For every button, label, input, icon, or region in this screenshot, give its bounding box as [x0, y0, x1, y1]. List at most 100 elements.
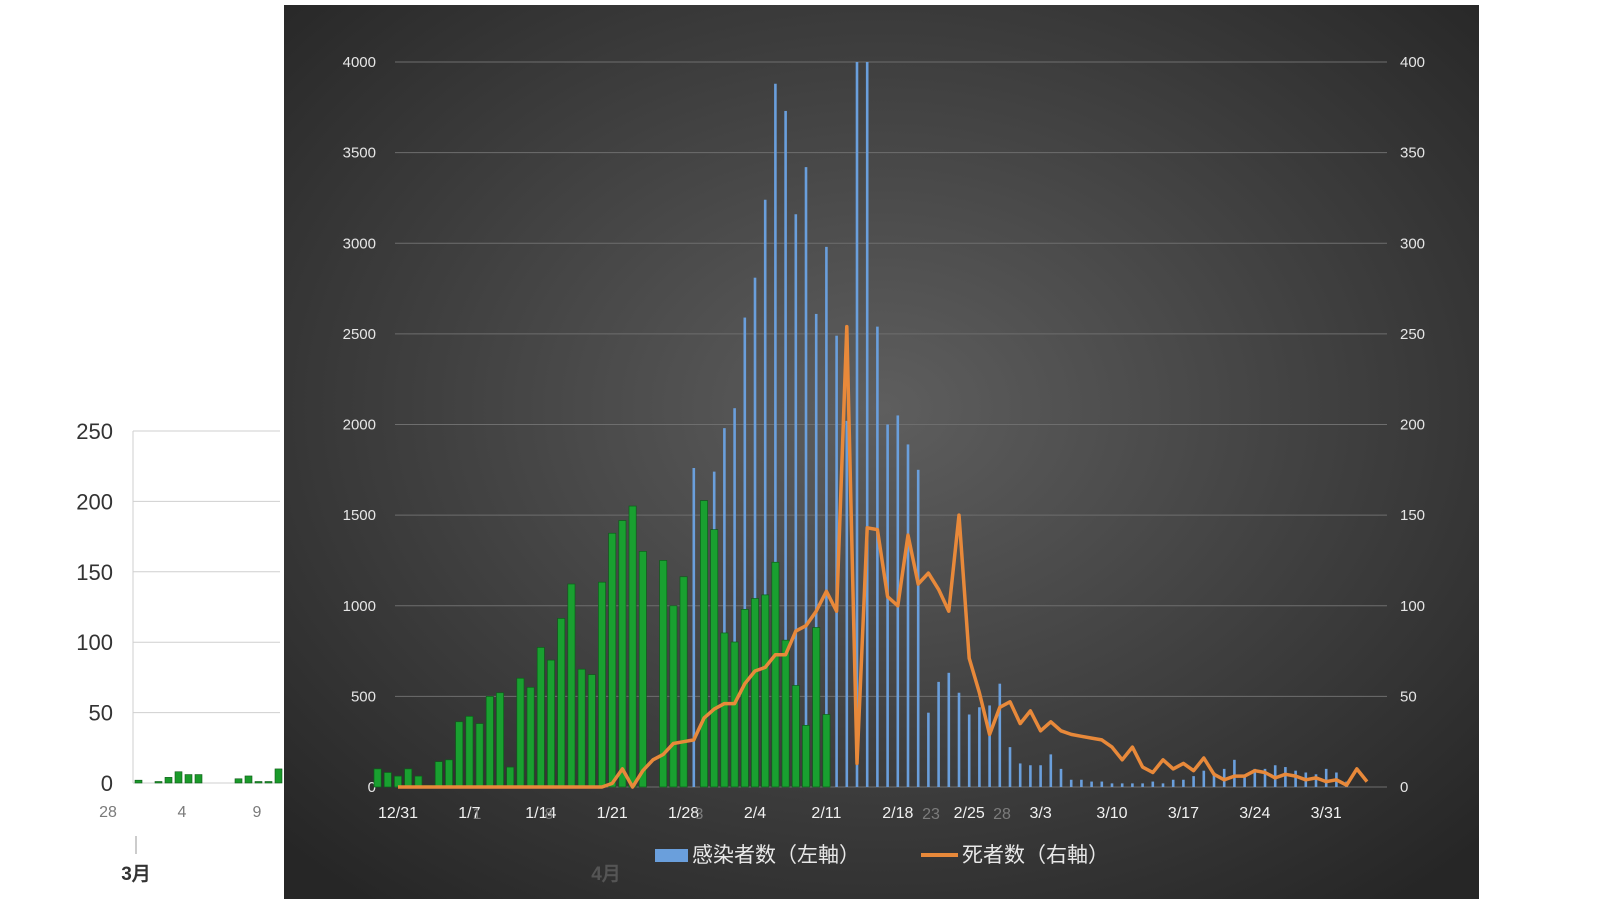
small-bar — [184, 774, 193, 784]
x-tick-label: 2/18 — [882, 805, 913, 822]
small-bar — [174, 771, 183, 784]
y-left-tick-label: 0 — [368, 779, 376, 796]
overlay-bar — [679, 576, 688, 788]
infection-bar — [1212, 772, 1216, 787]
overlay-bar — [791, 685, 800, 788]
infection-bar — [763, 199, 767, 787]
small-bar — [254, 781, 263, 784]
infection-bar — [1243, 776, 1246, 787]
y-right-tick-label: 400 — [1400, 54, 1425, 71]
overlay-bar — [383, 772, 392, 788]
y-right-tick-label: 50 — [1400, 688, 1417, 705]
infection-bar — [1018, 763, 1022, 787]
deaths-line — [398, 324, 1369, 789]
overlay-bar — [669, 605, 678, 788]
small-bar — [274, 768, 283, 784]
y-right-tick-label: 250 — [1400, 326, 1425, 343]
infection-bar — [1171, 779, 1175, 787]
y-right-tick-label: 200 — [1400, 417, 1425, 434]
infection-bar — [1284, 767, 1287, 787]
x-tick-label: 1/7 — [458, 805, 480, 822]
overlay-bar — [373, 768, 382, 788]
infection-bar — [1263, 768, 1267, 787]
overlay-bar — [434, 761, 443, 788]
y-left-tick-label: 3500 — [343, 145, 376, 162]
infection-bar — [1314, 774, 1318, 787]
infection-bar — [692, 468, 696, 787]
x-tick-label: 2/4 — [744, 805, 766, 822]
overlay-bar — [404, 768, 413, 788]
overlay-bar — [475, 723, 484, 788]
ghost-tick-label: 3 — [695, 806, 704, 823]
overlay-bar — [751, 598, 759, 788]
y-right-tick-label: 150 — [1400, 507, 1425, 524]
legend-swatch-infections — [655, 849, 688, 862]
infection-bar — [723, 428, 726, 787]
overlay-bar — [587, 674, 596, 788]
infection-bar — [1182, 779, 1185, 787]
infection-bar — [1324, 768, 1328, 787]
x-tick-label: 3/10 — [1096, 805, 1127, 822]
legend-label-deaths: 死者数（右軸） — [962, 844, 1109, 867]
small-bar — [164, 777, 173, 784]
overlay-bar — [496, 692, 504, 788]
x-tick-label: 12/31 — [378, 805, 418, 822]
ghost-tick-label: 23 — [922, 806, 940, 823]
infection-bar — [998, 683, 1002, 787]
y-right-tick-label: 300 — [1400, 235, 1425, 252]
infection-bar — [906, 444, 910, 787]
x-tick-label: 3/3 — [1029, 805, 1051, 822]
ghost-tick-label: 1 — [473, 806, 482, 823]
infection-bar — [774, 83, 777, 787]
overlay-bar — [598, 581, 606, 788]
overlay-bar — [771, 561, 780, 788]
small-bar — [244, 775, 253, 784]
infection-bar — [916, 469, 920, 787]
small-bar — [194, 774, 203, 784]
infection-bar — [1059, 768, 1063, 787]
infection-bar — [845, 420, 849, 787]
small-y-tick-label: 250 — [76, 419, 113, 444]
infection-bar — [967, 714, 971, 787]
overlay-bar — [547, 659, 555, 788]
small-y-tick-label: 0 — [101, 771, 113, 796]
infection-bar — [1253, 768, 1257, 787]
infection-bar — [1029, 765, 1032, 787]
infection-bar — [1080, 779, 1083, 787]
infection-bar — [1233, 759, 1236, 787]
y-right-tick-label: 100 — [1400, 598, 1425, 615]
small-x-tick-label: 4 — [178, 804, 187, 821]
small-bar — [134, 779, 143, 784]
small-x-tick-label: 28 — [99, 804, 117, 821]
overlay-bar — [608, 532, 617, 788]
infection-bar — [937, 681, 940, 787]
overlay-bar — [628, 505, 637, 788]
infection-bar — [1100, 781, 1104, 787]
infection-bar — [1161, 783, 1165, 787]
y-left-tick-label: 1000 — [343, 598, 376, 615]
infection-bar — [753, 277, 757, 787]
x-tick-label: 3/17 — [1168, 805, 1199, 822]
infection-bar — [1294, 770, 1297, 787]
overlay-bar — [506, 766, 515, 788]
small-y-tick-label: 150 — [76, 560, 113, 585]
infection-bar — [1151, 781, 1155, 787]
overlay-bar — [659, 560, 668, 788]
overlay-bar — [720, 632, 729, 788]
infection-bar — [835, 335, 838, 787]
overlay-bar — [455, 721, 464, 788]
x-tick-label: 1/14 — [525, 805, 556, 822]
infection-bar — [814, 313, 818, 787]
overlay-bar — [812, 627, 821, 788]
overlay-bar — [740, 609, 749, 788]
overlay-bar — [618, 520, 627, 788]
overlay-bar — [536, 647, 545, 788]
overlay-bar — [557, 618, 566, 788]
infection-bar — [1192, 776, 1195, 787]
overlay-bar — [526, 686, 535, 788]
y-right-tick-label: 350 — [1400, 145, 1425, 162]
infection-bar — [1120, 783, 1124, 787]
small-y-tick-label: 100 — [76, 630, 113, 655]
overlay-bar — [802, 725, 810, 788]
